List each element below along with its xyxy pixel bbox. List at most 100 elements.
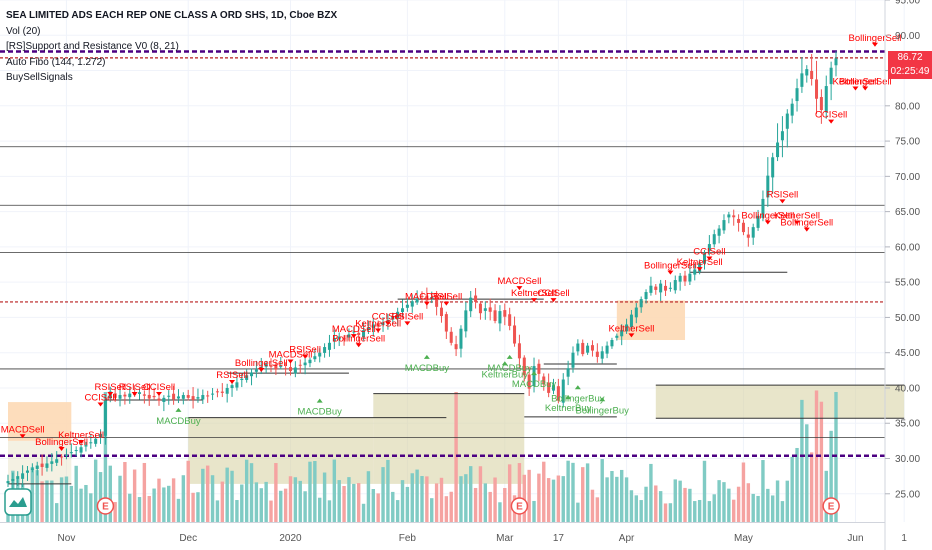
candle-body (181, 395, 185, 399)
sell-label: CCISell (143, 382, 175, 393)
indicator-volume[interactable]: Vol (20) (6, 25, 41, 37)
y-tick-label: 90.00 (895, 31, 920, 42)
candle-body (337, 336, 341, 340)
sell-arrow-icon (764, 220, 771, 225)
countdown-badge: 02:25:49 (888, 65, 932, 80)
indicator-zones (8, 300, 905, 484)
sell-label: CCISell (537, 288, 569, 299)
candle-body (717, 228, 721, 236)
candle-body (79, 447, 83, 453)
candle-body (605, 345, 609, 354)
volume-bar (493, 477, 497, 522)
volume-bar (376, 493, 380, 522)
volume-bar (809, 452, 814, 522)
time-axis[interactable]: Nov Dec 2020 Feb Mar 17 Apr May Jun 1 (58, 533, 908, 544)
volume-bar (93, 459, 98, 522)
volume-bar (454, 392, 458, 522)
candle-body (644, 292, 648, 299)
candle-body (147, 394, 151, 399)
volume-bar (469, 466, 473, 522)
buy-label: MACDBuy (156, 416, 201, 427)
candle-body (323, 347, 327, 353)
sell-arrow-icon (667, 270, 674, 275)
sell-arrow-icon (350, 334, 357, 339)
volume-bar (147, 495, 151, 522)
sell-arrow-icon (516, 286, 523, 291)
volume-bar (654, 485, 658, 522)
sell-label: BollingerSell (35, 437, 88, 448)
candle-body (746, 234, 750, 238)
candle-body (547, 382, 551, 393)
y-tick-label: 95.00 (895, 0, 920, 7)
logo-icon[interactable] (4, 488, 32, 516)
sell-arrow-icon (628, 333, 635, 338)
volume-bar (137, 497, 142, 522)
candle-body (761, 198, 765, 218)
buy-arrow-icon (501, 361, 508, 366)
sell-label: KeltnerSell (774, 211, 820, 222)
volume-bar (693, 501, 697, 522)
candle-body (274, 364, 278, 370)
volume-bar (517, 463, 522, 522)
volume-bar (556, 475, 561, 522)
volume-bar (249, 463, 254, 522)
buy-label: MACDBuy (487, 363, 532, 374)
volume-bar (40, 481, 44, 522)
sell-label: RSISell (431, 292, 463, 303)
candle-body (478, 303, 482, 314)
sell-label: BollingerSell (780, 218, 833, 229)
volume-bar (337, 480, 341, 522)
indicator-support-resistance[interactable]: [RS]Support and Resistance V0 (8, 21) (6, 41, 179, 52)
candle-body (464, 310, 468, 332)
candle-body (25, 470, 29, 473)
sell-label: KeltnerSell (355, 318, 401, 329)
volume-bar (322, 472, 327, 522)
candle-body (220, 391, 224, 393)
sell-arrow-icon (302, 354, 309, 359)
candle-body (581, 342, 585, 355)
sell-label: BollingerSell (235, 358, 288, 369)
volume-bar (59, 477, 64, 522)
volume-bar (507, 464, 512, 522)
candle-body (551, 385, 556, 391)
volume-bar (576, 502, 580, 522)
last-price-badge: 86.72 (888, 51, 932, 66)
sell-arrow-icon (19, 434, 26, 439)
candle-body (629, 314, 633, 328)
volume-bar (186, 460, 190, 522)
sell-label: BollingerSell (741, 211, 794, 222)
sell-arrow-icon (375, 328, 382, 333)
volume-bar (235, 500, 239, 522)
candle-body (162, 397, 166, 403)
sell-arrow-icon (384, 321, 391, 326)
candle-body (425, 295, 429, 301)
candle-body (16, 476, 20, 479)
volume-bar (503, 488, 507, 522)
y-tick-label: 65.00 (895, 207, 920, 218)
candle-body (556, 386, 560, 401)
sell-arrow-icon (404, 321, 411, 326)
sell-label: BollingerSell (839, 77, 892, 88)
sell-arrow-icon (131, 391, 138, 396)
volume-bar (478, 466, 483, 522)
candle-body (128, 393, 132, 398)
volume-bar (702, 460, 707, 522)
volume-bar (308, 461, 312, 522)
volume-bar (244, 459, 249, 522)
volume-bar (327, 500, 332, 522)
sell-label: KeltnerSell (833, 77, 879, 88)
volume-bar (240, 484, 244, 522)
candle-body (800, 73, 804, 87)
x-tick-label: 2020 (279, 533, 302, 544)
indicator-auto-fibo[interactable]: Auto Fibo (144, 1.272) (6, 56, 106, 68)
candle-body (625, 324, 629, 332)
volume-bar (595, 497, 600, 522)
indicator-buy-sell-signals[interactable]: BuySellSignals (6, 72, 73, 83)
x-tick-label: Dec (179, 533, 197, 544)
volume-bar (434, 483, 439, 522)
candle-body (152, 395, 156, 398)
chart-title[interactable]: SEA LIMITED ADS EACH REP ONE CLASS A ORD… (6, 10, 338, 21)
candle-body (600, 351, 604, 359)
